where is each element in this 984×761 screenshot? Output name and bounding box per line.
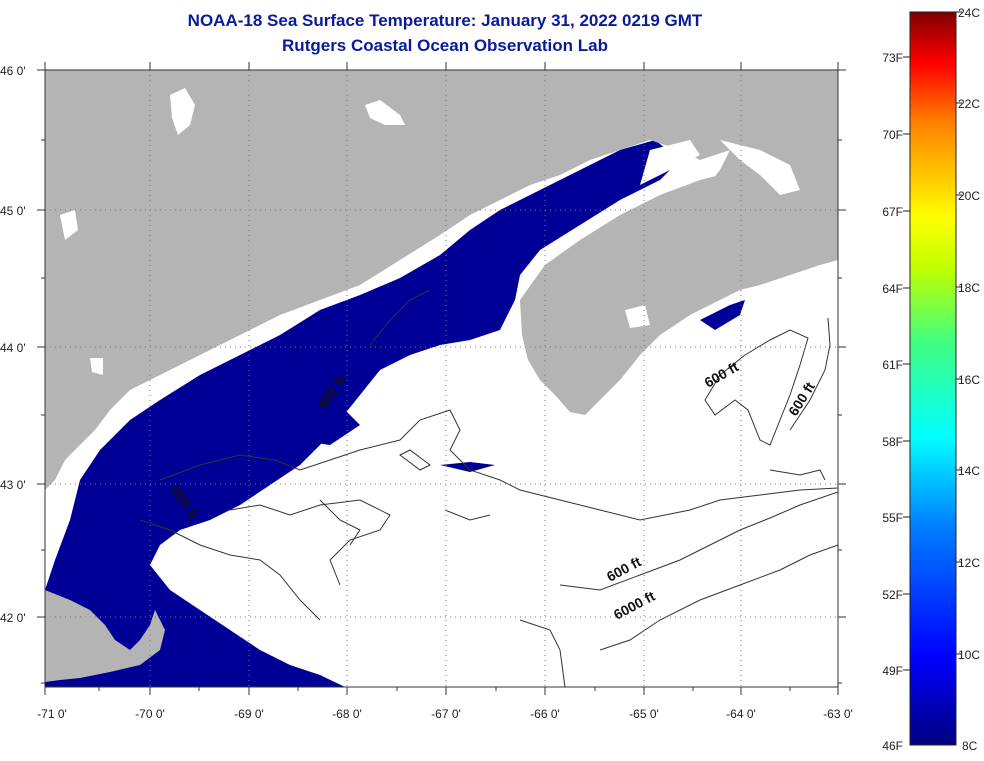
land-cape-cod [45, 590, 165, 682]
lon-label-66: -66 0' [530, 707, 560, 721]
map-subtitle: Rutgers Coastal Ocean Observation Lab [282, 36, 608, 55]
colorbar-c-14: 14C [958, 464, 980, 478]
lon-label-70: -70 0' [135, 707, 165, 721]
colorbar-f-46: 46F [882, 739, 903, 753]
lon-label-63: -63 0' [823, 707, 853, 721]
colorbar-f-64: 64F [882, 282, 903, 296]
colorbar-f-61: 61F [882, 358, 903, 372]
lat-label-43: 43 0' [0, 478, 26, 492]
colorbar-c-8: 8C [962, 739, 978, 753]
lon-label-65: -65 0' [629, 707, 659, 721]
land-mainland [45, 70, 838, 490]
colorbar-c-24: 24C [958, 6, 980, 20]
lon-label-68: -68 0' [332, 707, 362, 721]
lat-label-45: 45 0' [0, 204, 26, 218]
colorbar-f-73: 73F [882, 51, 903, 65]
colorbar-c-10: 10C [958, 648, 980, 662]
axis-ticks [37, 62, 846, 695]
depth-contours [139, 289, 838, 687]
colorbar-f-55: 55F [882, 511, 903, 525]
colorbar-c-12: 12C [958, 556, 980, 570]
colorbar-c-18: 18C [958, 281, 980, 295]
colorbar-c-16: 16C [958, 373, 980, 387]
colorbar-f-58: 58F [882, 435, 903, 449]
colorbar-f-67: 67F [882, 205, 903, 219]
land-nova-scotia [520, 175, 838, 415]
graticule [45, 70, 838, 687]
lon-label-69: -69 0' [234, 707, 264, 721]
lon-label-67: -67 0' [431, 707, 461, 721]
colorbar-c-22: 22C [958, 97, 980, 111]
lat-label-42: 42 0' [0, 611, 26, 625]
lat-label-46: 46 0' [0, 64, 26, 78]
colorbar-f-70: 70F [882, 128, 903, 142]
map-frame [44, 69, 839, 688]
colorbar-f-49: 49F [882, 664, 903, 678]
map-title: NOAA-18 Sea Surface Temperature: January… [187, 11, 703, 30]
colorbar [909, 11, 957, 746]
lat-label-44: 44 0' [0, 341, 26, 355]
colorbar-f-52: 52F [882, 588, 903, 602]
lon-label-71: -71 0' [37, 707, 67, 721]
colorbar-c-20: 20C [958, 189, 980, 203]
lon-label-64: -64 0' [726, 707, 756, 721]
colorbar-ticks [903, 11, 962, 671]
